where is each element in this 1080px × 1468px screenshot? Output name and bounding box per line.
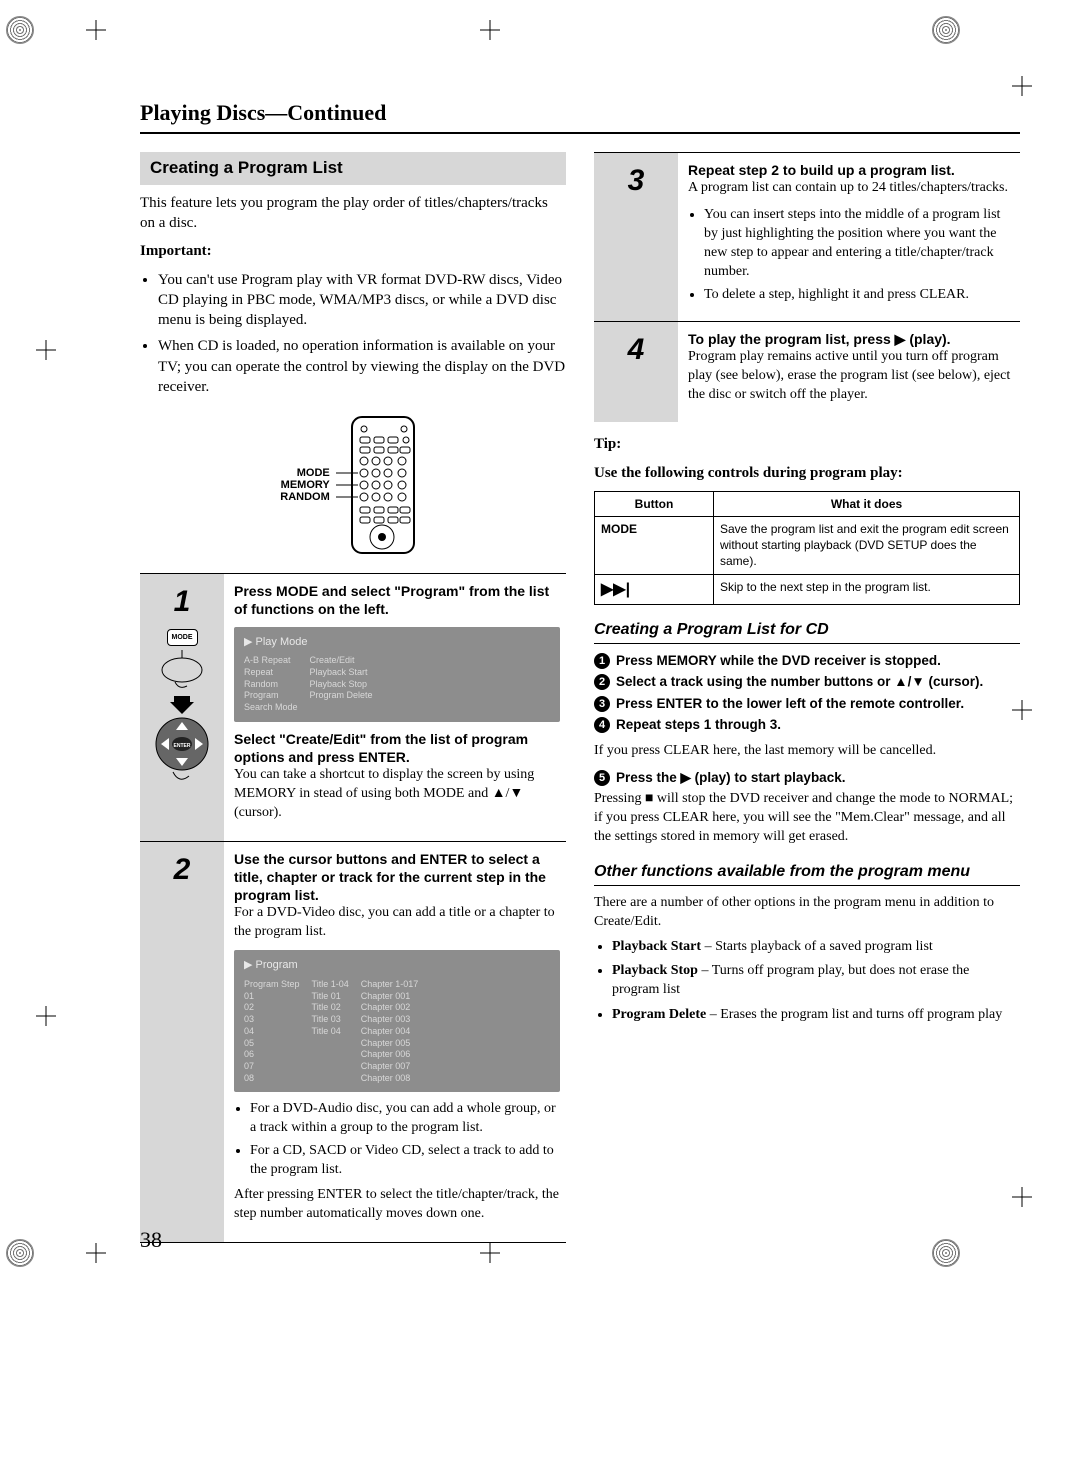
step-row: 1 MODE ENTER Pr	[140, 573, 566, 841]
cd-step: 3Press ENTER to the lower left of the re…	[594, 695, 1020, 713]
hand-press-icon	[157, 650, 207, 694]
step-heading: Use the cursor buttons and ENTER to sele…	[234, 850, 560, 905]
step-heading: To play the program list, press ▶ (play)…	[688, 330, 1014, 348]
circled-number-icon: 2	[594, 674, 610, 690]
step-body: Use the cursor buttons and ENTER to sele…	[224, 842, 566, 1242]
remote-icon	[334, 415, 426, 555]
down-arrow-icon	[170, 694, 194, 714]
header-rule	[140, 132, 1020, 134]
step-bullets: For a DVD-Audio disc, you can add a whol…	[234, 1100, 560, 1180]
step-number: 4	[628, 330, 645, 371]
step-text: Program play remains active until you tu…	[688, 348, 1014, 405]
circled-number-icon: 4	[594, 717, 610, 733]
step-text: After pressing ENTER to select the title…	[234, 1186, 560, 1224]
important-list: You can't use Program play with VR forma…	[140, 270, 566, 398]
step-text: A program list can contain up to 24 titl…	[688, 179, 1014, 198]
page-title: Playing Discs	[140, 100, 265, 125]
cd-step: 1Press MEMORY while the DVD receiver is …	[594, 652, 1020, 670]
section-title: Creating a Program List	[140, 152, 566, 185]
other-subheading: Other functions available from the progr…	[594, 861, 1020, 886]
step-number-cell: 4	[594, 322, 678, 423]
mode-button-icon: MODE	[167, 629, 198, 646]
step-heading: Select "Create/Edit" from the list of pr…	[234, 730, 560, 766]
left-column: Creating a Program List This feature let…	[140, 152, 566, 1243]
step-text: You can take a shortcut to display the s…	[234, 766, 560, 823]
table-cell: Save the program list and exit the progr…	[714, 517, 1020, 575]
screenshot-play-mode: ▶ Play Mode A-B Repeat Repeat Random Pro…	[234, 627, 560, 722]
step-number: 3	[628, 161, 645, 202]
table-cell: Skip to the next step in the program lis…	[714, 574, 1020, 605]
cd-step: 5Press the ▶ (play) to start playback.	[594, 769, 1020, 787]
cd-note: If you press CLEAR here, the last memory…	[594, 742, 1020, 761]
page-number: 38	[140, 1227, 162, 1253]
right-column: 3 Repeat step 2 to build up a program li…	[594, 152, 1020, 1243]
tip-label: Tip:	[594, 436, 621, 452]
table-cell: MODE	[595, 517, 714, 575]
circled-number-icon: 1	[594, 653, 610, 669]
page-header: Playing Discs—Continued	[140, 100, 1020, 126]
step-heading: Repeat step 2 to build up a program list…	[688, 161, 1014, 179]
cd-step: 2Select a track using the number buttons…	[594, 673, 1020, 691]
step-number-cell: 3	[594, 153, 678, 321]
step-row: 3 Repeat step 2 to build up a program li…	[594, 152, 1020, 321]
step-number: 1	[174, 582, 191, 623]
tip-text: Use the following controls during progra…	[594, 463, 1020, 483]
table-row: MODE Save the program list and exit the …	[595, 517, 1020, 575]
remote-label: RANDOM	[280, 491, 330, 503]
other-item: Playback Stop – Turns off program play, …	[612, 962, 1020, 1000]
step-bullets: You can insert steps into the middle of …	[688, 206, 1014, 304]
intro-text: This feature lets you program the play o…	[140, 193, 566, 234]
cd-step: 4Repeat steps 1 through 3.	[594, 716, 1020, 734]
bullet-item: For a CD, SACD or Video CD, select a tra…	[250, 1142, 560, 1180]
important-item: When CD is loaded, no operation informat…	[158, 336, 566, 397]
table-header: What it does	[714, 491, 1020, 516]
step-number-cell: 1 MODE ENTER	[140, 574, 224, 841]
skip-next-icon: ▶▶|	[595, 574, 714, 605]
screenshot-program: ▶ Program Program Step 01 02 03 04 05 06…	[234, 950, 560, 1092]
step-number: 2	[174, 850, 191, 891]
step-body: Press MODE and select "Program" from the…	[224, 574, 566, 841]
other-item: Program Delete – Erases the program list…	[612, 1006, 1020, 1025]
step-body: Repeat step 2 to build up a program list…	[678, 153, 1020, 321]
other-item: Playback Start – Starts playback of a sa…	[612, 938, 1020, 957]
page-continued: —Continued	[265, 100, 386, 125]
remote-illustration: MODE MEMORY RANDOM	[140, 415, 566, 555]
button-table: Button What it does MODE Save the progra…	[594, 491, 1020, 605]
other-functions-list: Playback Start – Starts playback of a sa…	[594, 938, 1020, 1026]
table-header: Button	[595, 491, 714, 516]
step-body: To play the program list, press ▶ (play)…	[678, 322, 1020, 423]
step-row: 4 To play the program list, press ▶ (pla…	[594, 321, 1020, 423]
step-heading: Press MODE and select "Program" from the…	[234, 582, 560, 618]
page: Playing Discs—Continued Creating a Progr…	[0, 0, 1080, 1283]
svg-text:ENTER: ENTER	[174, 743, 191, 749]
remote-label-group: MODE MEMORY RANDOM	[280, 467, 330, 503]
table-row: ▶▶| Skip to the next step in the program…	[595, 574, 1020, 605]
important-item: You can't use Program play with VR forma…	[158, 270, 566, 331]
dpad-enter-icon: ENTER	[153, 714, 211, 788]
step-text: For a DVD-Video disc, you can add a titl…	[234, 904, 560, 942]
bullet-item: You can insert steps into the middle of …	[704, 206, 1014, 282]
remote-label: MEMORY	[280, 479, 330, 491]
important-label: Important:	[140, 243, 212, 259]
circled-number-icon: 3	[594, 696, 610, 712]
step-row: 2 Use the cursor buttons and ENTER to se…	[140, 841, 566, 1243]
cd-subheading: Creating a Program List for CD	[594, 619, 1020, 644]
step-number-cell: 2	[140, 842, 224, 1242]
circled-number-icon: 5	[594, 770, 610, 786]
remote-label: MODE	[280, 467, 330, 479]
cd-steps-list: 1Press MEMORY while the DVD receiver is …	[594, 652, 1020, 734]
cd-note: Pressing ■ will stop the DVD receiver an…	[594, 790, 1020, 847]
bullet-item: For a DVD-Audio disc, you can add a whol…	[250, 1100, 560, 1138]
other-intro: There are a number of other options in t…	[594, 894, 1020, 932]
bullet-item: To delete a step, highlight it and press…	[704, 286, 1014, 305]
